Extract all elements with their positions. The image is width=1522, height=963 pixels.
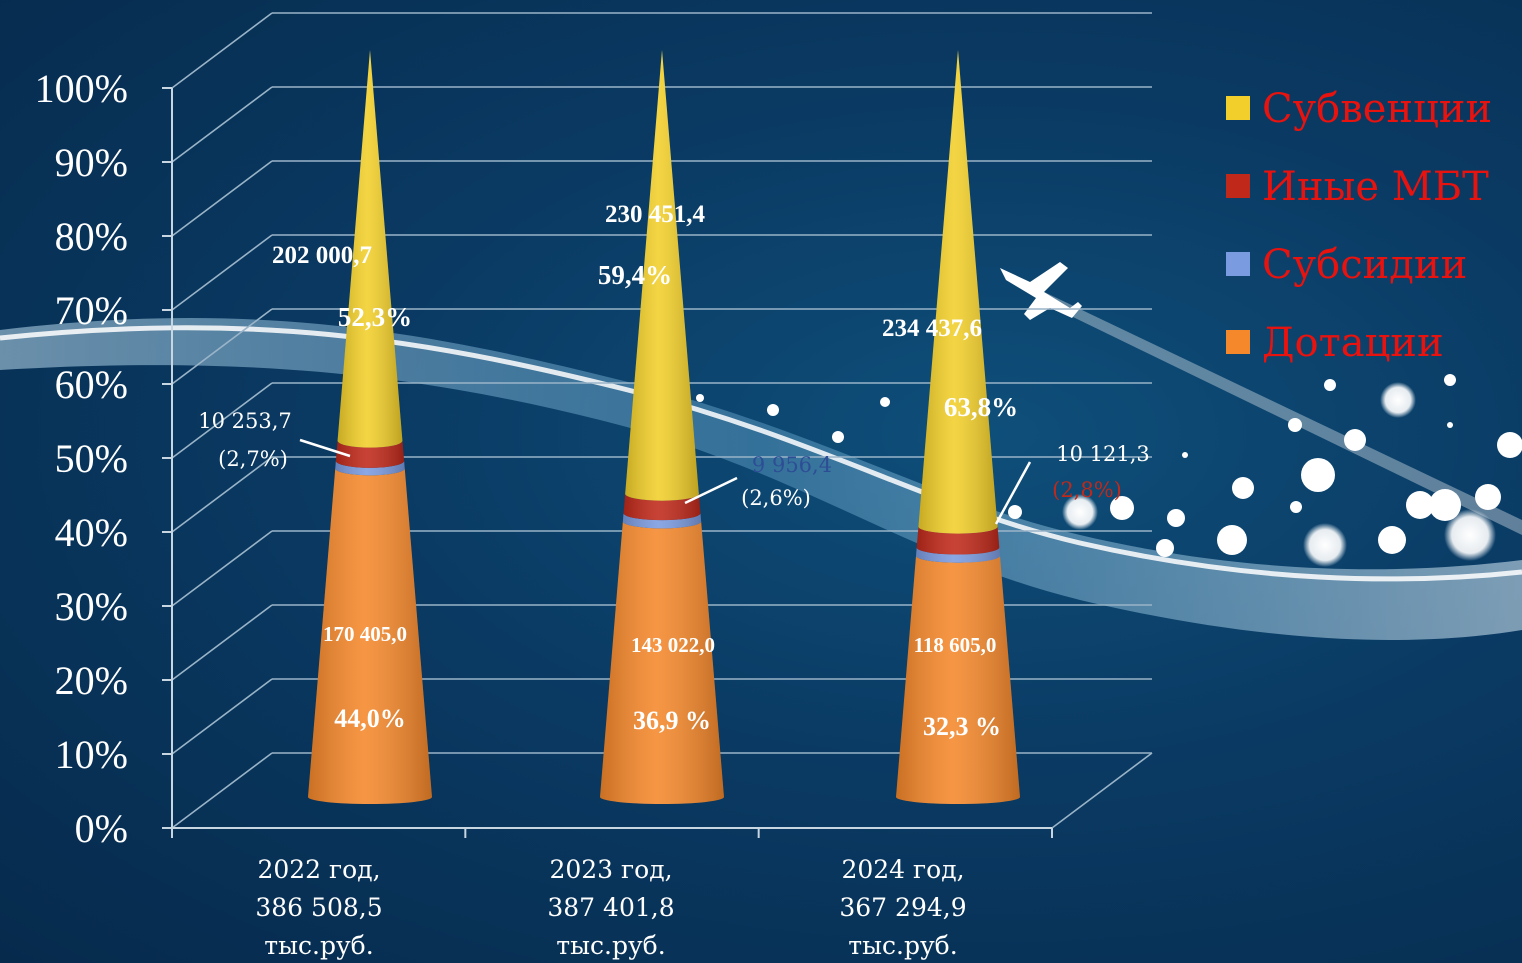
legend-swatch bbox=[1226, 174, 1250, 198]
cone-shading bbox=[918, 50, 998, 534]
bokeh-dots bbox=[696, 374, 1522, 567]
x-tick-label: 386 508,5 bbox=[255, 893, 382, 922]
y-tick-label: 80% bbox=[55, 214, 128, 259]
cone-shading bbox=[623, 493, 701, 521]
cone-shading bbox=[896, 555, 1020, 804]
y-tick-label: 20% bbox=[55, 658, 128, 703]
data-label-amount: 143 022,0 bbox=[631, 633, 715, 657]
cone-shading bbox=[916, 526, 1000, 555]
data-label-amount: 10 253,7 bbox=[198, 409, 292, 433]
cone bbox=[896, 50, 1020, 804]
data-label-amount: 10 121,3 bbox=[1056, 442, 1150, 466]
data-label-amount: 202 000,7 bbox=[272, 242, 372, 269]
cone-shading bbox=[916, 547, 1000, 563]
y-tick-label: 50% bbox=[55, 436, 128, 481]
leader-line bbox=[994, 461, 1032, 525]
legend-swatch bbox=[1226, 96, 1250, 120]
leader-line bbox=[684, 476, 738, 505]
cone-shading bbox=[337, 50, 403, 448]
data-label-percent: 52,3% bbox=[338, 302, 412, 332]
gridline bbox=[171, 382, 273, 459]
x-tick-label: 387 401,8 bbox=[547, 893, 674, 922]
x-tick-label: 2022 год, bbox=[257, 855, 380, 884]
floor-edge bbox=[1051, 752, 1153, 829]
y-tick-label: 10% bbox=[55, 732, 128, 777]
plot-area bbox=[308, 50, 1020, 804]
gridline bbox=[171, 234, 273, 311]
gridline bbox=[171, 86, 273, 163]
x-tick-label: 2023 год, bbox=[549, 855, 672, 884]
y-tick-labels: 0% 10% 20% 30% 40% 50% 60% 70% 80% 90% 100% bbox=[35, 66, 128, 851]
data-label-percent: 36,9 % bbox=[633, 706, 711, 735]
gridline bbox=[171, 160, 273, 237]
x-tick-label: 2024 год, bbox=[841, 855, 964, 884]
y-tick-label: 60% bbox=[55, 362, 128, 407]
gridline bbox=[171, 12, 273, 89]
data-label-percent: 63,8% bbox=[944, 392, 1018, 422]
legend-label: Субсидии bbox=[1262, 242, 1467, 288]
y-tick-label: 30% bbox=[55, 584, 128, 629]
x-tick-label: 367 294,9 bbox=[839, 893, 966, 922]
gridline bbox=[171, 604, 273, 681]
y-tick-label: 100% bbox=[35, 66, 128, 111]
cone-shading bbox=[625, 50, 699, 501]
airplane-icon bbox=[1000, 262, 1522, 535]
legend: Субвенции Иные МБТ Субсидии Дотации bbox=[1226, 86, 1492, 366]
y-tick-label: 40% bbox=[55, 510, 128, 555]
x-tick-label: тыс.руб. bbox=[848, 931, 957, 960]
cone-shading bbox=[335, 460, 405, 476]
axes bbox=[162, 87, 1053, 838]
data-label-amount: 170 405,0 bbox=[323, 622, 407, 646]
y-tick-label: 70% bbox=[55, 288, 128, 333]
legend-label: Иные МБТ bbox=[1262, 164, 1489, 210]
gridline bbox=[171, 752, 273, 829]
data-label-percent: (2,6%) bbox=[741, 486, 811, 510]
gridline bbox=[171, 308, 273, 385]
cone bbox=[600, 50, 724, 804]
legend-swatch bbox=[1226, 330, 1250, 354]
gridline bbox=[171, 530, 273, 607]
data-label-percent: 44,0% bbox=[334, 704, 406, 733]
cone bbox=[308, 50, 432, 804]
legend-label: Дотации bbox=[1262, 320, 1444, 366]
data-label-amount: 118 605,0 bbox=[914, 633, 997, 657]
x-tick-label: тыс.руб. bbox=[264, 931, 373, 960]
data-label-amount: 9 956,4 bbox=[752, 453, 832, 477]
legend-label: Субвенции bbox=[1262, 86, 1492, 132]
y-tick-label: 90% bbox=[55, 140, 128, 185]
data-label-percent: 32,3 % bbox=[923, 712, 1001, 741]
data-label-percent: (2,8%) bbox=[1052, 478, 1122, 502]
data-label-percent: (2,7%) bbox=[218, 447, 288, 471]
leader-line bbox=[299, 438, 351, 458]
x-axis-labels: 2022 год, 386 508,5 тыс.руб. 2023 год, 387 4… bbox=[255, 855, 966, 960]
cone-shading bbox=[622, 513, 702, 529]
cone-shading bbox=[600, 521, 724, 804]
legend-swatch bbox=[1226, 252, 1250, 276]
data-label-amount: 234 437,6 bbox=[882, 315, 982, 342]
cone-shading bbox=[308, 468, 432, 804]
cone-shading bbox=[335, 440, 405, 468]
y-tick-label: 0% bbox=[75, 806, 128, 851]
data-label-amount: 230 451,4 bbox=[605, 201, 706, 228]
x-tick-label: тыс.руб. bbox=[556, 931, 665, 960]
gridline bbox=[171, 456, 273, 533]
background-wave bbox=[0, 318, 1522, 640]
data-label-percent: 59,4% bbox=[598, 260, 672, 290]
gridline bbox=[171, 678, 273, 755]
data-labels: 170 405,0 143 022,0 118 605,0 44,0% 36,9 % 32… bbox=[198, 201, 1150, 741]
